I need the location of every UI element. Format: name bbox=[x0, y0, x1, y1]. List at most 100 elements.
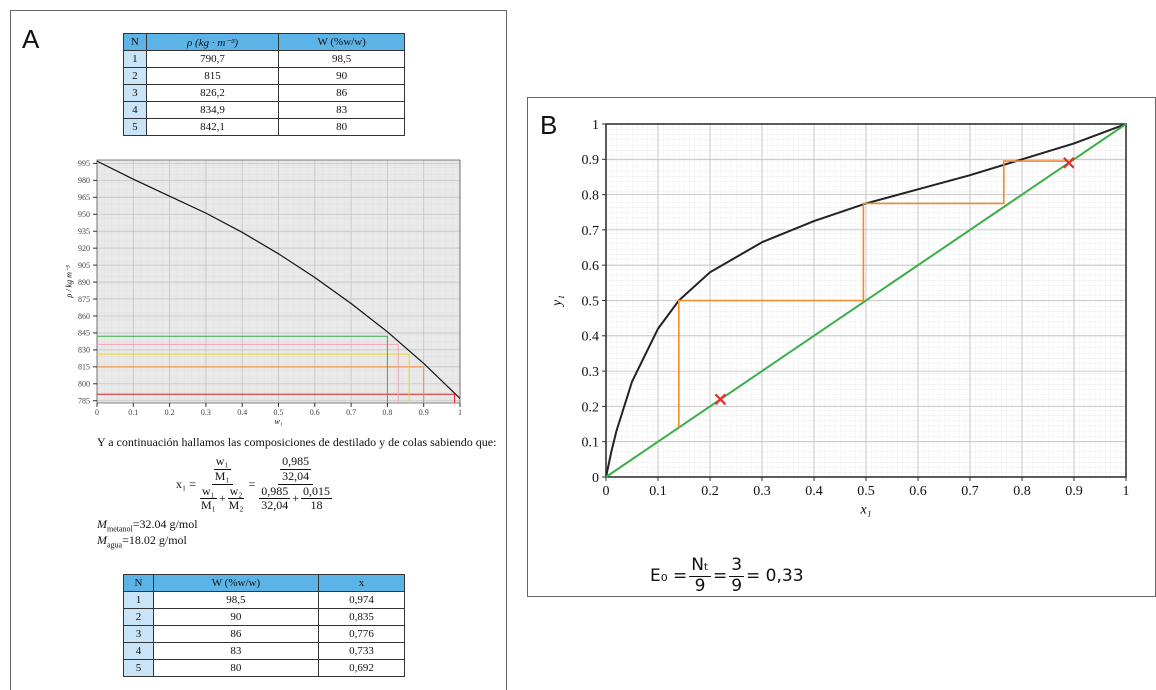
table-row: 3 826,2 86 bbox=[123, 84, 405, 102]
y-tick-label: 800 bbox=[78, 380, 90, 389]
x-tick-label: 0.3 bbox=[201, 408, 211, 417]
y-tick-label: 0.1 bbox=[582, 436, 600, 451]
formula-text: 0,985 bbox=[280, 454, 312, 470]
y-tick-label: 845 bbox=[78, 329, 90, 338]
y-tick-label: 920 bbox=[78, 244, 90, 253]
table-cell: 4 bbox=[123, 642, 154, 660]
x-tick-label: 0.8 bbox=[382, 408, 392, 417]
y-tick-label: 830 bbox=[78, 346, 90, 355]
formula-text: 32,04 bbox=[282, 468, 310, 483]
fraction: 0,015 18 bbox=[301, 483, 333, 514]
table-row: 4 83 0,733 bbox=[123, 642, 406, 660]
y-tick-label: 0.7 bbox=[582, 224, 600, 239]
y-tick-label: 875 bbox=[78, 295, 90, 304]
subscript: agua bbox=[107, 540, 123, 550]
x-tick-label: 0.1 bbox=[128, 408, 138, 417]
mass-line: Mmetanol=32.04 g/mol bbox=[97, 517, 198, 533]
y-tick-label: 905 bbox=[78, 261, 90, 270]
table-cell: 80 bbox=[278, 118, 405, 136]
header-cell: x bbox=[317, 574, 406, 592]
header-cell: W (%w/w) bbox=[278, 33, 405, 51]
x-tick-label: 0.2 bbox=[701, 484, 719, 499]
x-tick-label: 0 bbox=[95, 408, 99, 417]
x-tick-label: 0.4 bbox=[237, 408, 247, 417]
table-cell: 0,776 bbox=[317, 625, 406, 643]
y-tick-label: 0.9 bbox=[582, 153, 600, 168]
y-tick-label: 0.4 bbox=[582, 330, 600, 345]
density-chart: 0 0.1 0.2 0.3 0.4 0.5 0.6 0.7 0.8 0.9 1 785 800 815 83… bbox=[64, 159, 462, 426]
fraction: w₂ M₂ bbox=[227, 483, 245, 514]
y-axis-label: y₁ bbox=[550, 295, 565, 308]
formula-text: 9 bbox=[731, 575, 743, 596]
table-cell: 0,733 bbox=[317, 642, 406, 660]
marker bbox=[714, 393, 727, 406]
table-cell: 1 bbox=[123, 50, 147, 68]
fraction: w₁ M₁ w₁ M₁ + w₂ M₂ bbox=[198, 454, 247, 514]
table-cell: 86 bbox=[278, 84, 405, 102]
x-tick-label: 0.4 bbox=[805, 484, 823, 499]
y-tick-label: 980 bbox=[78, 176, 90, 185]
series-line bbox=[605, 123, 1127, 478]
stage-steps bbox=[678, 160, 1069, 428]
table-cell: 2 bbox=[123, 608, 154, 626]
table-cell: 3 bbox=[123, 625, 154, 643]
formula-text: M₁ bbox=[214, 468, 230, 483]
table-cell: 83 bbox=[278, 101, 405, 119]
formula-text: E₀ = bbox=[650, 566, 688, 587]
table-cell: 80 bbox=[152, 659, 319, 677]
formula-text: 0,015 bbox=[301, 483, 333, 500]
header-cell: N bbox=[123, 33, 147, 51]
formula-text: = bbox=[248, 476, 256, 491]
formula-text: x₁ = bbox=[176, 476, 196, 491]
series-line bbox=[96, 160, 461, 399]
mass-line: Magua=18.02 g/mol bbox=[97, 533, 187, 549]
formula-text: M₁ bbox=[200, 498, 216, 513]
table-cell: 86 bbox=[152, 625, 319, 643]
mass-value: =18.02 g/mol bbox=[122, 533, 187, 547]
table-cell: 0,692 bbox=[317, 659, 406, 677]
x-tick-label: 0.5 bbox=[857, 484, 875, 499]
symbol: M bbox=[97, 533, 107, 547]
table-cell: 83 bbox=[152, 642, 319, 660]
subscript: metanol bbox=[107, 524, 133, 534]
x-tick-label: 0.8 bbox=[1013, 484, 1031, 499]
table-row: 1 790,7 98,5 bbox=[123, 50, 405, 68]
formula-text: M₂ bbox=[228, 498, 244, 513]
fraction: w₁ M₁ bbox=[211, 454, 233, 485]
x-tick-label: 0 bbox=[603, 484, 610, 499]
table-cell: 0,974 bbox=[317, 591, 406, 609]
y-tick-label: 785 bbox=[78, 397, 90, 406]
y-tick-label: 890 bbox=[78, 278, 90, 287]
formula-text: w₂ bbox=[227, 483, 245, 500]
table-row: 5 842,1 80 bbox=[123, 118, 405, 136]
formula: x₁ = w₁ M₁ w₁ M₁ + w₂ M₂ = 0,985 32,04 0,985… bbox=[176, 454, 336, 514]
y-tick-label: 860 bbox=[78, 312, 90, 321]
header-cell: N bbox=[123, 574, 154, 592]
table-cell: 5 bbox=[123, 659, 154, 677]
formula-text: 32,04 bbox=[261, 498, 289, 513]
x-tick-label: 0.1 bbox=[649, 484, 667, 499]
table-cell: 98,5 bbox=[152, 591, 319, 609]
y-tick-label: 0 bbox=[592, 471, 599, 486]
formula-text: Nₜ bbox=[689, 555, 711, 577]
paragraph: Y a continuación hallamos las composicio… bbox=[97, 435, 497, 449]
x-axis-label: x₁ bbox=[859, 502, 871, 517]
y-axis-label: ρ / kg m⁻³ bbox=[64, 265, 73, 299]
formula-text: w₁ bbox=[199, 483, 217, 500]
mass-value: =32.04 g/mol bbox=[132, 517, 198, 531]
y-tick-label: 965 bbox=[78, 193, 90, 202]
x-tick-label: 1 bbox=[1123, 484, 1130, 499]
fraction: w₁ M₁ bbox=[199, 483, 217, 514]
table-cell: 1 bbox=[123, 591, 154, 609]
panel-a-frame bbox=[10, 10, 507, 690]
y-tick-label: 0.6 bbox=[582, 259, 600, 274]
x-tick-label: 0.3 bbox=[753, 484, 771, 499]
x-tick-label: 0.5 bbox=[274, 408, 284, 417]
header-cell: W (%w/w) bbox=[152, 574, 319, 592]
x-tick-label: 0.7 bbox=[961, 484, 979, 499]
formula-text: w₁ bbox=[213, 454, 231, 470]
x-tick-label: 0.9 bbox=[419, 408, 429, 417]
